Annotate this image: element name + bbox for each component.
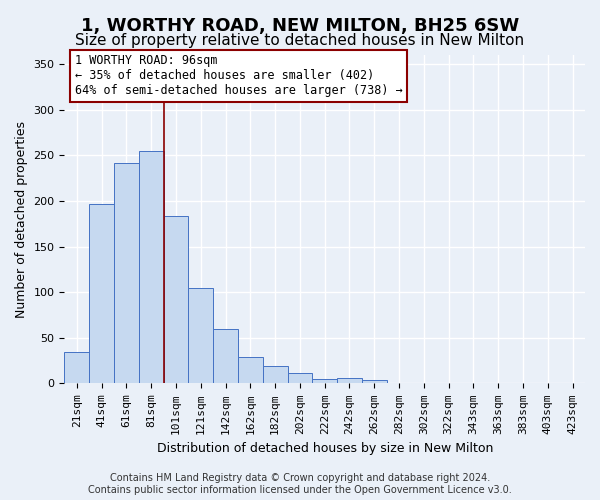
Bar (213, 328, 238, 384)
Text: Size of property relative to detached houses in New Milton: Size of property relative to detached ho… (76, 32, 524, 48)
Bar (386, 382, 412, 384)
Bar (263, 366, 287, 384)
Bar (287, 374, 313, 384)
Bar (139, 151, 164, 384)
Text: Contains HM Land Registry data © Crown copyright and database right 2024.
Contai: Contains HM Land Registry data © Crown c… (88, 474, 512, 495)
Bar (188, 288, 213, 384)
Bar (362, 380, 386, 384)
Bar (313, 379, 337, 384)
Bar (461, 382, 486, 384)
Bar (64, 352, 89, 384)
Bar (535, 382, 560, 384)
Y-axis label: Number of detached properties: Number of detached properties (15, 120, 28, 318)
Bar (89, 204, 114, 384)
Bar (560, 382, 585, 384)
Bar (114, 162, 139, 384)
X-axis label: Distribution of detached houses by size in New Milton: Distribution of detached houses by size … (157, 442, 493, 455)
Bar (337, 378, 362, 384)
Bar (238, 357, 263, 384)
Text: 1 WORTHY ROAD: 96sqm
← 35% of detached houses are smaller (402)
64% of semi-deta: 1 WORTHY ROAD: 96sqm ← 35% of detached h… (75, 54, 403, 98)
Text: 1, WORTHY ROAD, NEW MILTON, BH25 6SW: 1, WORTHY ROAD, NEW MILTON, BH25 6SW (81, 18, 519, 36)
Bar (164, 216, 188, 384)
